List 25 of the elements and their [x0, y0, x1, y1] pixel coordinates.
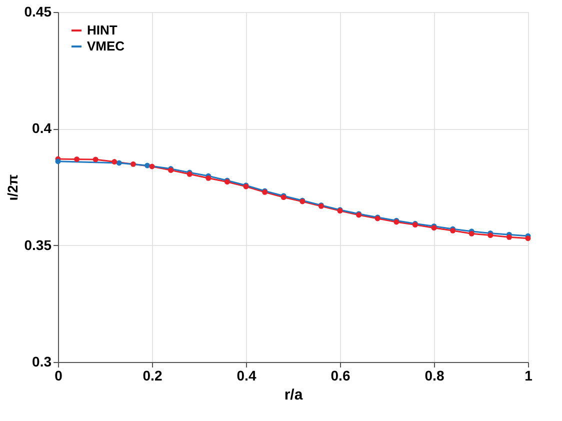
x-tick-label: 0 — [54, 368, 63, 384]
point — [144, 162, 150, 168]
point — [55, 158, 61, 164]
y-tick-label: 0.3 — [32, 354, 52, 370]
x-tick-label: 0.8 — [424, 368, 444, 384]
point — [149, 164, 155, 170]
y-tick-label: 0.35 — [24, 236, 52, 253]
point — [74, 156, 80, 162]
y-tick-label: 0.4 — [32, 120, 52, 136]
x-tick-label: 1 — [524, 368, 533, 384]
point — [116, 160, 122, 166]
point — [525, 236, 531, 242]
x-tick-label: 0.2 — [142, 368, 162, 384]
point — [488, 232, 494, 238]
point — [506, 234, 512, 240]
point — [92, 156, 98, 162]
legend-label: VMEC — [87, 38, 126, 54]
point — [112, 159, 118, 165]
legend-label: HINT — [87, 22, 118, 38]
point — [130, 161, 136, 167]
y-tick-label: 0.45 — [24, 4, 52, 20]
x-axis-title: r/a — [284, 386, 304, 404]
x-tick-label: 0.4 — [236, 368, 256, 384]
x-tick-label: 0.6 — [330, 368, 350, 384]
y-axis-title: ι/2π — [4, 174, 20, 201]
